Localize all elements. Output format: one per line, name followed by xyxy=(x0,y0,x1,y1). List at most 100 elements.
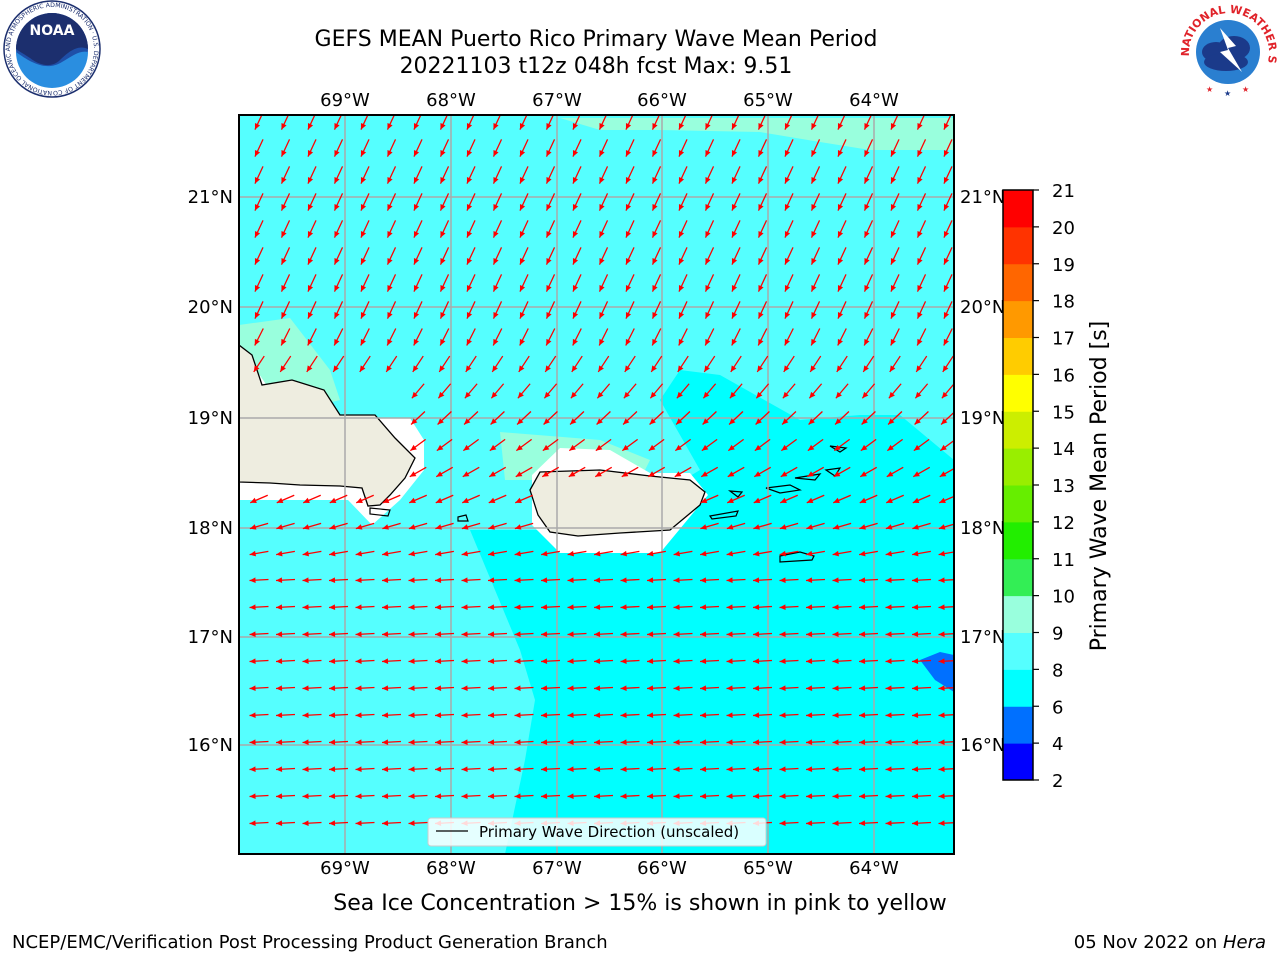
wave-arrow xyxy=(488,466,507,478)
wave-arrow xyxy=(885,820,905,826)
wave-arrow xyxy=(435,466,454,478)
wave-arrow xyxy=(704,328,715,346)
wave-arrow xyxy=(858,685,879,691)
wave-arrow xyxy=(598,328,609,346)
wave-arrow xyxy=(729,383,743,399)
wave-arrow xyxy=(381,631,402,637)
lat-label-left: 16°N xyxy=(188,735,233,756)
wave-arrow xyxy=(254,328,264,346)
wave-arrow xyxy=(492,139,503,157)
wave-arrow xyxy=(700,522,719,530)
wave-arrow xyxy=(753,494,772,504)
colorbar-tick-label: 6 xyxy=(1052,697,1063,718)
wave-arrow xyxy=(408,522,428,530)
colorbar-tick-label: 15 xyxy=(1052,402,1075,423)
colorbar-segment xyxy=(1003,632,1033,670)
wave-arrow xyxy=(381,820,402,826)
wave-arrow xyxy=(779,685,799,691)
lon-label-bottom: 68°W xyxy=(426,858,476,879)
wave-arrow xyxy=(254,193,264,211)
wave-arrow xyxy=(572,193,582,211)
wave-arrow xyxy=(492,193,503,211)
wave-arrow xyxy=(595,438,612,452)
wave-arrow xyxy=(333,247,344,265)
wave-arrow xyxy=(541,550,560,557)
wave-arrow xyxy=(490,411,505,425)
wave-arrow xyxy=(333,328,344,346)
wave-arrow xyxy=(625,247,635,265)
wave-arrow xyxy=(439,328,450,346)
wave-arrow xyxy=(408,577,428,583)
wave-arrow xyxy=(355,577,375,583)
wave-arrow xyxy=(567,577,587,583)
wave-arrow xyxy=(810,328,821,346)
wave-arrow xyxy=(461,712,481,718)
wave-arrow xyxy=(651,139,662,157)
wave-arrow xyxy=(837,301,847,319)
wave-arrow xyxy=(726,658,746,664)
wave-arrow xyxy=(280,139,291,157)
wave-arrow xyxy=(916,139,927,157)
wave-arrow xyxy=(938,604,954,610)
wave-arrow xyxy=(752,793,773,799)
wave-arrow xyxy=(810,247,821,265)
wave-arrow xyxy=(596,383,611,399)
wave-arrow xyxy=(731,274,741,292)
wave-arrow xyxy=(434,766,455,772)
wave-arrow xyxy=(545,274,556,292)
wave-arrow xyxy=(885,712,905,718)
wave-arrow xyxy=(620,712,640,718)
wave-arrow xyxy=(861,411,876,425)
wave-arrow xyxy=(408,685,428,691)
wave-arrow xyxy=(858,712,879,718)
wave-arrow xyxy=(701,438,718,452)
wave-arrow xyxy=(489,438,506,452)
wave-arrow xyxy=(355,793,375,799)
wave-arrow xyxy=(731,166,741,184)
wave-arrow xyxy=(302,658,322,664)
wave-arrow xyxy=(329,494,348,504)
wave-arrow xyxy=(890,274,900,292)
wave-arrow xyxy=(408,766,428,772)
wave-arrow xyxy=(461,631,481,637)
wave-arrow xyxy=(780,494,798,504)
wave-arrow xyxy=(622,411,638,425)
wave-arrow xyxy=(434,577,455,583)
wave-arrow xyxy=(646,766,667,772)
wave-arrow xyxy=(726,631,746,637)
wave-arrow xyxy=(487,685,508,691)
wave-arrow xyxy=(413,139,423,157)
wave-arrow xyxy=(571,355,583,373)
wave-arrow xyxy=(676,383,690,399)
wave-arrow xyxy=(649,383,664,399)
lat-label-right: 20°N xyxy=(960,297,1005,318)
wave-arrow xyxy=(863,328,874,346)
wave-arrow xyxy=(784,166,794,184)
wave-arrow xyxy=(647,550,666,557)
wave-arrow xyxy=(593,766,614,772)
colorbar-tick-label: 12 xyxy=(1052,513,1075,534)
wave-arrow xyxy=(249,522,269,530)
wave-arrow xyxy=(598,301,609,319)
wave-arrow xyxy=(250,494,268,504)
wave-arrow xyxy=(360,166,370,184)
wave-arrow xyxy=(302,577,322,583)
wave-arrow xyxy=(810,220,821,238)
wave-arrow xyxy=(360,301,370,319)
wave-arrow xyxy=(567,739,587,745)
wave-arrow xyxy=(646,658,667,664)
wave-arrow xyxy=(702,383,717,399)
wave-arrow xyxy=(280,274,291,292)
wave-arrow xyxy=(625,193,635,211)
wave-arrow xyxy=(757,274,768,292)
wave-arrow xyxy=(890,301,900,319)
wave-arrow xyxy=(674,438,692,452)
wave-arrow xyxy=(382,522,401,530)
lon-label-top: 65°W xyxy=(743,90,793,111)
wave-arrow xyxy=(439,139,450,157)
wave-arrow xyxy=(593,604,614,610)
wave-arrow xyxy=(567,604,587,610)
wave-arrow xyxy=(333,193,344,211)
wave-arrow xyxy=(306,355,318,373)
wave-arrow xyxy=(593,685,614,691)
